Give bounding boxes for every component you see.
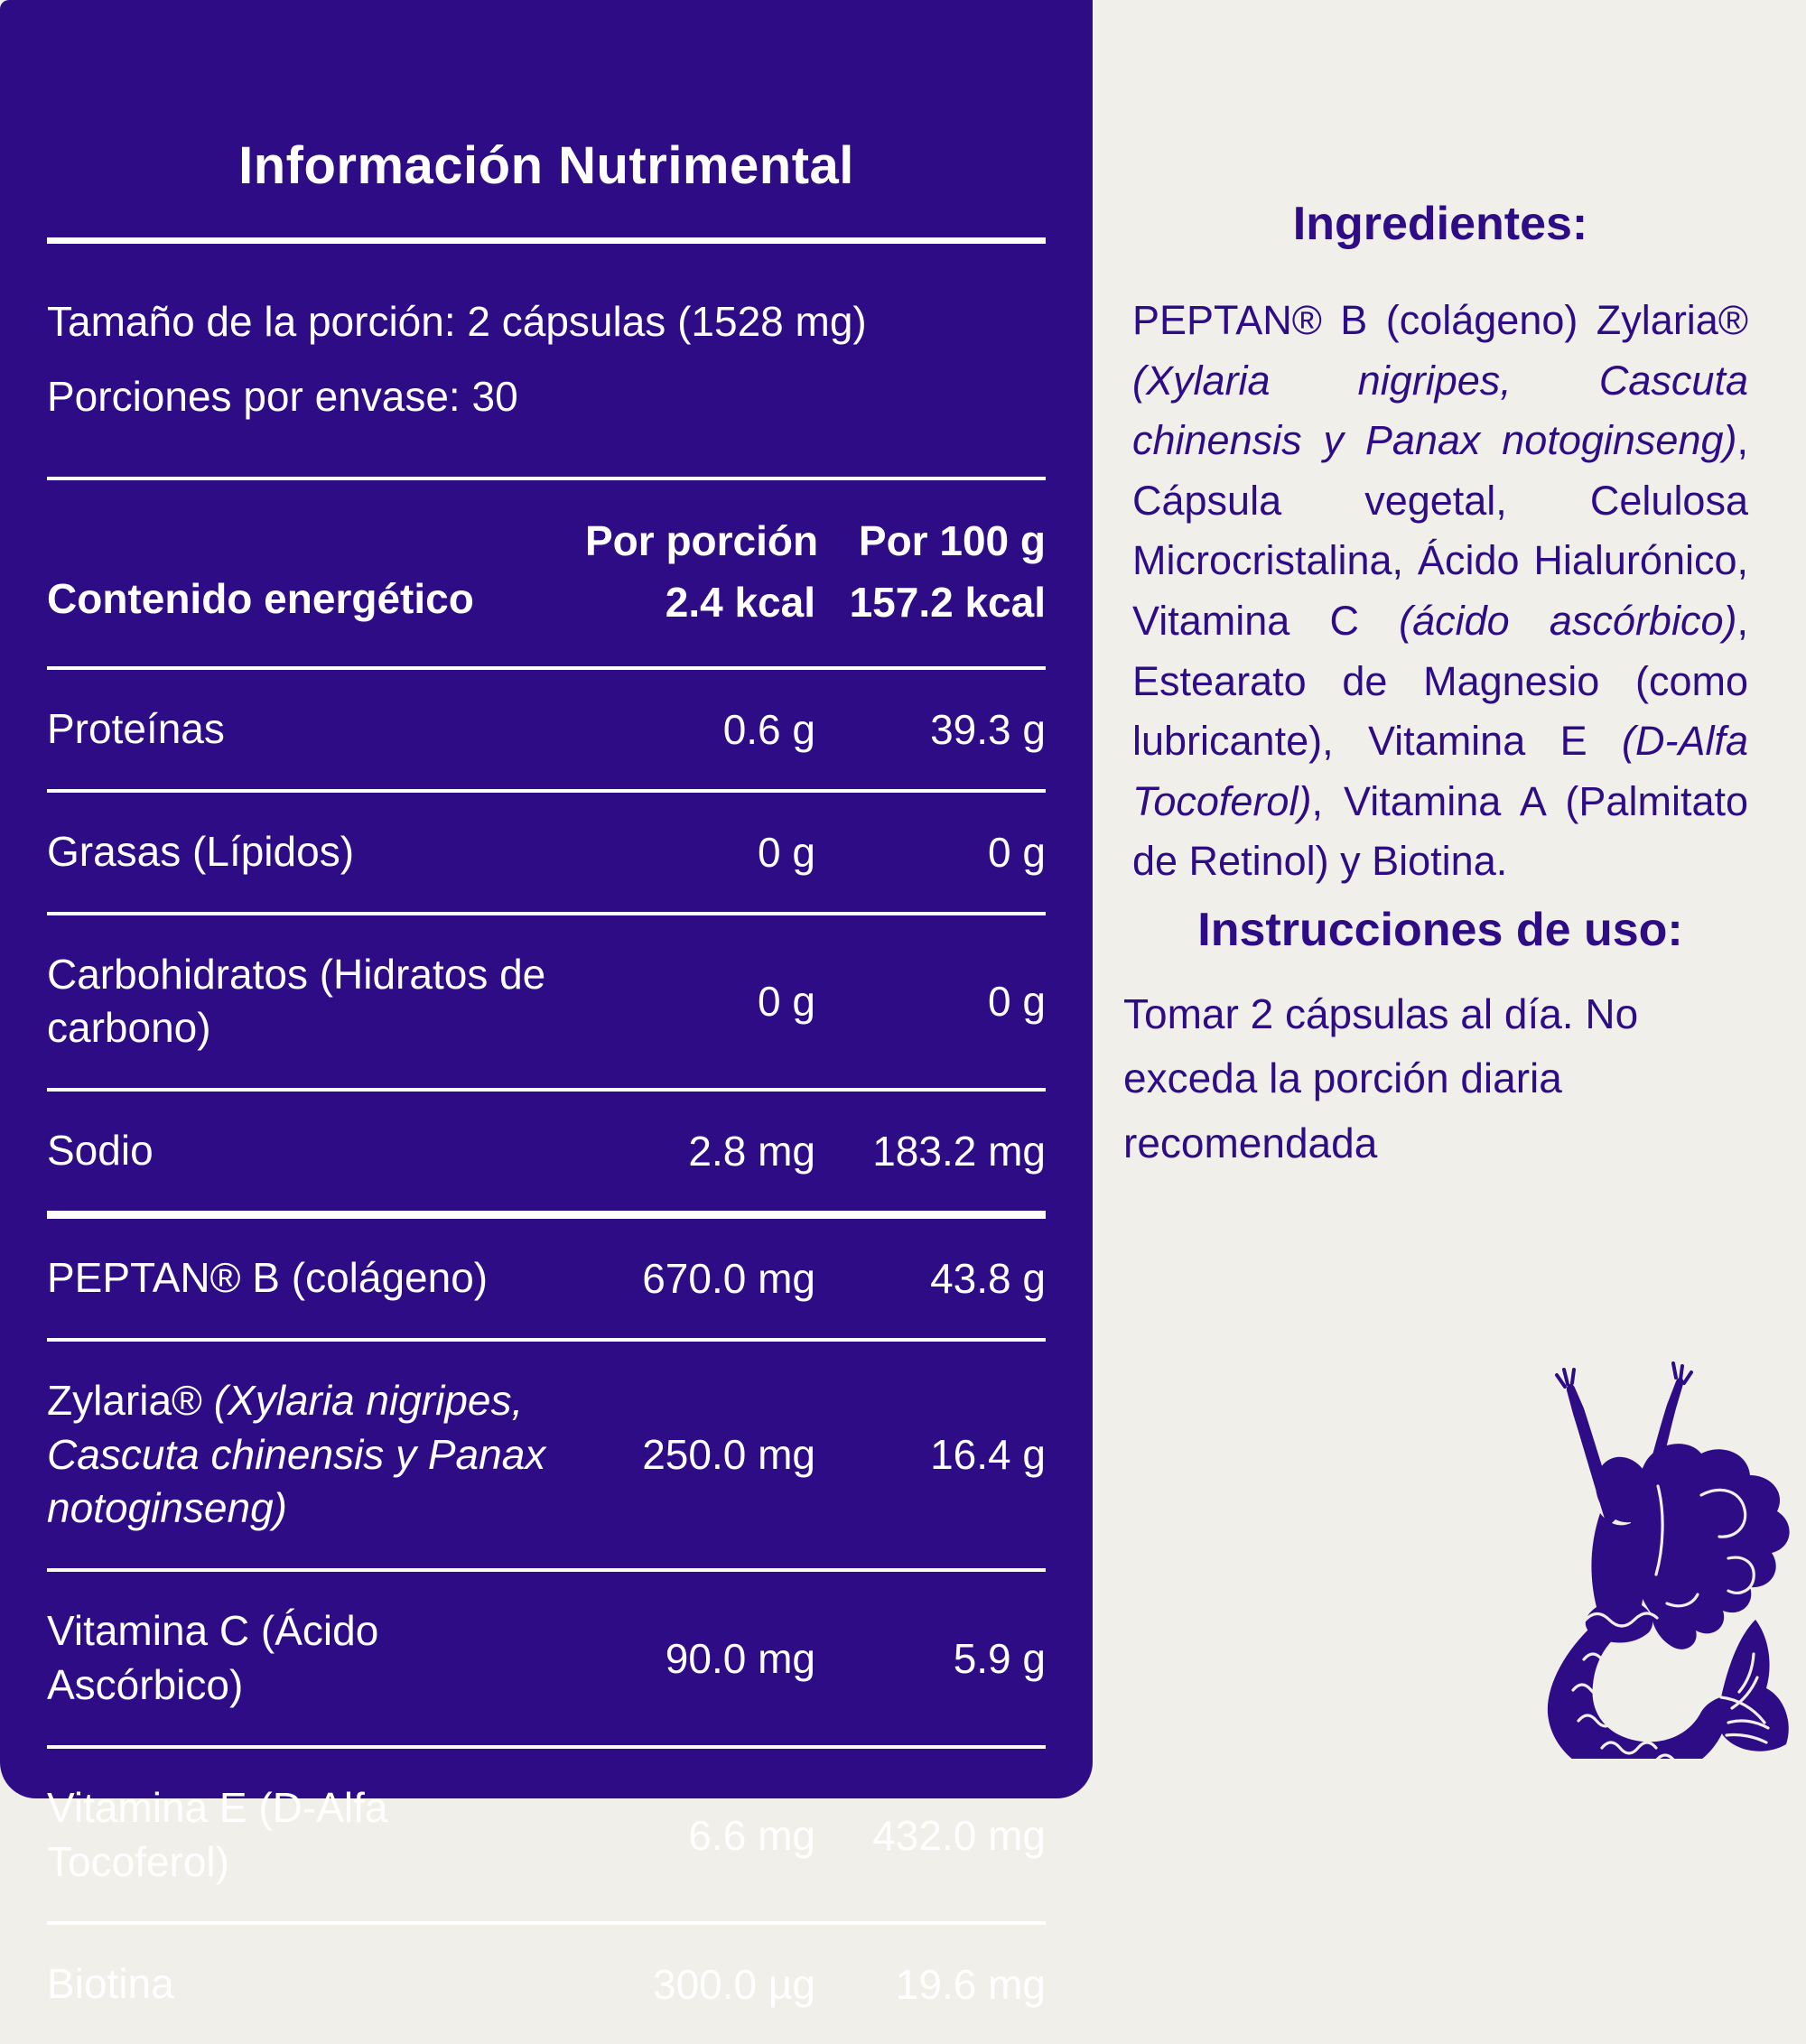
nutrient-label: Carbohidratos (Hidratos de carbono)	[47, 950, 546, 1052]
nutrient-per-serving: 670.0 mg	[642, 1254, 815, 1302]
table-row: Vitamina E (D-Alfa Tocoferol) 6.6 mg 432…	[47, 1749, 1046, 1922]
nutrient-label: Biotina	[47, 1960, 174, 2008]
ingredients-text: PEPTAN® B (colágeno) Zylaria® (Xylaria n…	[1132, 297, 1748, 885]
divider	[47, 1744, 1046, 1749]
divider	[47, 1337, 1046, 1342]
nutrient-label: Proteínas	[47, 705, 225, 752]
nutrient-label: Grasas (Lípidos)	[47, 827, 355, 875]
divider	[47, 237, 1046, 244]
nutrient-per-serving: 0 g	[758, 978, 815, 1026]
divider	[47, 1568, 1046, 1573]
instructions-title: Instrucciones de uso:	[1197, 904, 1683, 956]
divider	[47, 911, 1046, 915]
table-header-row: Contenido energético Por porción 2.4 kca…	[47, 480, 1046, 666]
nutrient-per-serving: 250.0 mg	[642, 1431, 815, 1479]
table-row: Carbohidratos (Hidratos de carbono) 0 g …	[47, 915, 1046, 1089]
energy-per-serving: 2.4 kcal	[665, 579, 815, 626]
nutrient-per-100g: 432.0 mg	[872, 1811, 1046, 1859]
table-row: Zylaria® (Xylaria nigripes, Cascuta chin…	[47, 1342, 1046, 1568]
column-header-per-serving: Por porción	[585, 517, 819, 564]
divider	[47, 666, 1046, 670]
table-row: Vitamina C (Ácido Ascórbico) 90.0 mg 5.9…	[47, 1572, 1046, 1745]
nutrient-label: PEPTAN® B (colágeno)	[47, 1253, 489, 1301]
energy-per-100g: 157.2 kcal	[849, 579, 1046, 626]
table-row: Sodio 2.8 mg 183.2 mg	[47, 1092, 1046, 1211]
instructions-text: Tomar 2 cápsulas al día. No exceda la po…	[1123, 990, 1639, 1166]
nutrient-label: Vitamina C (Ácido Ascórbico)	[47, 1607, 379, 1708]
nutrient-per-serving: 2.8 mg	[688, 1128, 815, 1175]
nutrient-label: Zylaria® (Xylaria nigripes, Cascuta chin…	[47, 1376, 546, 1532]
nutrient-per-serving: 0 g	[758, 828, 815, 876]
nutrient-per-serving: 300.0 µg	[653, 1961, 815, 2009]
nutrient-per-100g: 19.6 mg	[895, 1961, 1046, 2009]
table-row: Biotina 300.0 µg 19.6 mg	[47, 1925, 1046, 2044]
nutrient-per-100g: 5.9 g	[953, 1634, 1046, 1682]
instructions-section: Instrucciones de uso: Tomar 2 cápsulas a…	[1120, 903, 1761, 1175]
ingredients-title: Ingredientes:	[1292, 198, 1588, 250]
serving-size: Tamaño de la porción: 2 cápsulas (1528 m…	[47, 298, 867, 345]
nutrient-label: Sodio	[47, 1127, 154, 1175]
nutrient-per-100g: 0 g	[988, 978, 1046, 1026]
serving-info: Tamaño de la porción: 2 cápsulas (1528 m…	[47, 291, 1046, 428]
divider	[47, 788, 1046, 793]
panel-title: Información Nutrimental	[238, 136, 854, 195]
ingredients-section: Ingredientes: PEPTAN® B (colágeno) Zylar…	[1127, 197, 1754, 892]
table-row: Proteínas 0.6 g 39.3 g	[47, 670, 1046, 789]
nutrient-per-serving: 6.6 mg	[688, 1811, 815, 1859]
energy-label: Contenido energético	[47, 575, 474, 623]
section-divider	[47, 1210, 1046, 1219]
table-row: PEPTAN® B (colágeno) 670.0 mg 43.8 g	[47, 1219, 1046, 1338]
table-row: Grasas (Lípidos) 0 g 0 g	[47, 793, 1046, 912]
servings-per-container: Porciones por envase: 30	[47, 373, 518, 420]
nutrient-per-100g: 43.8 g	[930, 1254, 1046, 1302]
nutrient-label: Vitamina E (D-Alfa Tocoferol)	[47, 1783, 388, 1885]
nutrient-per-100g: 39.3 g	[930, 705, 1046, 753]
divider	[47, 1088, 1046, 1092]
nutrient-per-100g: 16.4 g	[930, 1431, 1046, 1479]
divider	[47, 477, 1046, 480]
nutrient-per-100g: 0 g	[988, 828, 1046, 876]
nutrient-per-serving: 90.0 mg	[665, 1634, 815, 1682]
column-header-per-100g: Por 100 g	[858, 517, 1046, 564]
nutrition-facts-panel: Información Nutrimental Tamaño de la por…	[0, 0, 1093, 2008]
mermaid-illustration	[1429, 1334, 1793, 1759]
nutrient-per-serving: 0.6 g	[722, 705, 815, 753]
nutrient-per-100g: 183.2 mg	[872, 1128, 1046, 1175]
